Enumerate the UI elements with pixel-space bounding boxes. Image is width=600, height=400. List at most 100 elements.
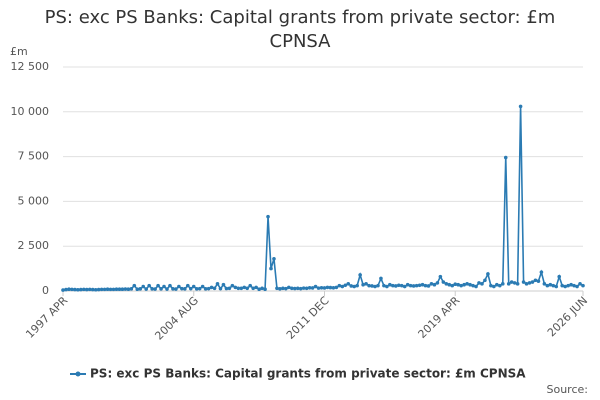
- x-tick-label: 2004 AUG: [152, 294, 201, 343]
- data-point: [111, 287, 116, 292]
- data-point: [129, 287, 134, 291]
- data-point: [183, 287, 187, 291]
- data-point: [450, 283, 455, 288]
- data-point: [328, 285, 333, 290]
- data-point: [266, 214, 270, 219]
- data-point: [492, 284, 496, 289]
- data-point: [527, 281, 532, 285]
- data-point: [245, 286, 250, 291]
- data-point: [236, 286, 241, 291]
- data-point: [533, 278, 538, 283]
- data-point: [462, 282, 466, 287]
- data-point: [569, 282, 573, 287]
- data-point: [64, 287, 68, 292]
- data-point: [203, 287, 208, 291]
- data-point: [263, 287, 267, 292]
- data-point: [84, 287, 89, 292]
- data-point: [242, 285, 247, 290]
- data-point: [171, 287, 175, 291]
- data-point: [539, 270, 544, 274]
- chart-title: PS: exc PS Banks: Capital grants from pr…: [44, 7, 556, 52]
- data-point: [391, 283, 395, 288]
- data-point: [102, 287, 107, 292]
- data-point: [524, 282, 529, 286]
- data-point: [150, 287, 154, 291]
- data-point: [281, 286, 285, 291]
- data-point: [212, 286, 217, 291]
- data-point: [99, 287, 104, 292]
- y-tick-label: 5 000: [18, 194, 50, 207]
- data-point: [307, 285, 312, 290]
- data-point: [206, 286, 211, 291]
- data-point: [322, 286, 327, 290]
- data-point: [376, 283, 380, 288]
- data-point: [361, 282, 365, 287]
- data-point: [435, 281, 440, 285]
- data-point: [500, 282, 505, 286]
- data-point: [402, 284, 407, 289]
- data-point: [82, 287, 86, 292]
- data-point: [233, 285, 238, 290]
- data-point: [316, 286, 321, 290]
- data-point: [177, 284, 181, 289]
- data-point: [87, 287, 92, 292]
- data-point: [70, 287, 74, 292]
- data-point: [352, 284, 357, 289]
- data-point: [515, 282, 520, 286]
- data-point: [474, 284, 478, 289]
- data-point: [480, 282, 484, 286]
- data-point: [168, 283, 172, 288]
- data-point: [248, 283, 252, 288]
- data-point: [298, 286, 303, 291]
- y-tick-label: 7 500: [18, 150, 50, 163]
- data-point: [503, 155, 508, 160]
- data-point: [411, 284, 416, 288]
- data-point: [459, 283, 463, 288]
- data-point: [545, 283, 550, 288]
- data-point: [483, 278, 487, 283]
- data-point: [385, 284, 389, 289]
- data-point: [138, 287, 143, 291]
- data-point: [575, 284, 579, 289]
- y-tick-label: 10 000: [11, 105, 50, 118]
- data-point: [572, 283, 576, 288]
- data-point: [141, 284, 146, 289]
- data-point: [364, 282, 368, 286]
- data-point: [471, 283, 475, 288]
- data-point: [105, 287, 110, 292]
- data-point: [67, 287, 71, 292]
- data-point: [275, 286, 279, 291]
- data-point: [174, 287, 178, 291]
- data-point: [304, 286, 309, 291]
- data-point: [135, 287, 140, 292]
- data-point: [426, 284, 431, 288]
- data-point: [295, 286, 300, 291]
- data-point: [287, 285, 291, 290]
- data-point: [367, 283, 371, 288]
- data-point: [215, 282, 220, 286]
- x-tick-label: 2019 APR: [416, 294, 463, 341]
- data-point: [521, 280, 526, 284]
- data-point: [373, 284, 377, 289]
- data-point: [563, 284, 567, 289]
- data-point: [551, 283, 556, 288]
- data-point: [581, 283, 585, 288]
- data-point: [165, 287, 169, 291]
- data-point: [506, 282, 511, 286]
- data-point: [340, 284, 345, 289]
- data-point: [542, 282, 547, 286]
- data-point: [382, 283, 386, 288]
- data-point: [512, 281, 517, 285]
- data-point: [269, 266, 273, 271]
- data-point: [465, 282, 469, 286]
- data-point: [239, 286, 244, 291]
- data-point: [180, 286, 184, 291]
- data-point: [417, 283, 422, 288]
- y-tick-label: 12 500: [11, 60, 50, 73]
- data-point: [310, 286, 315, 290]
- data-point: [349, 284, 354, 288]
- data-point: [218, 286, 223, 291]
- data-point: [456, 282, 461, 287]
- data-point: [159, 287, 163, 291]
